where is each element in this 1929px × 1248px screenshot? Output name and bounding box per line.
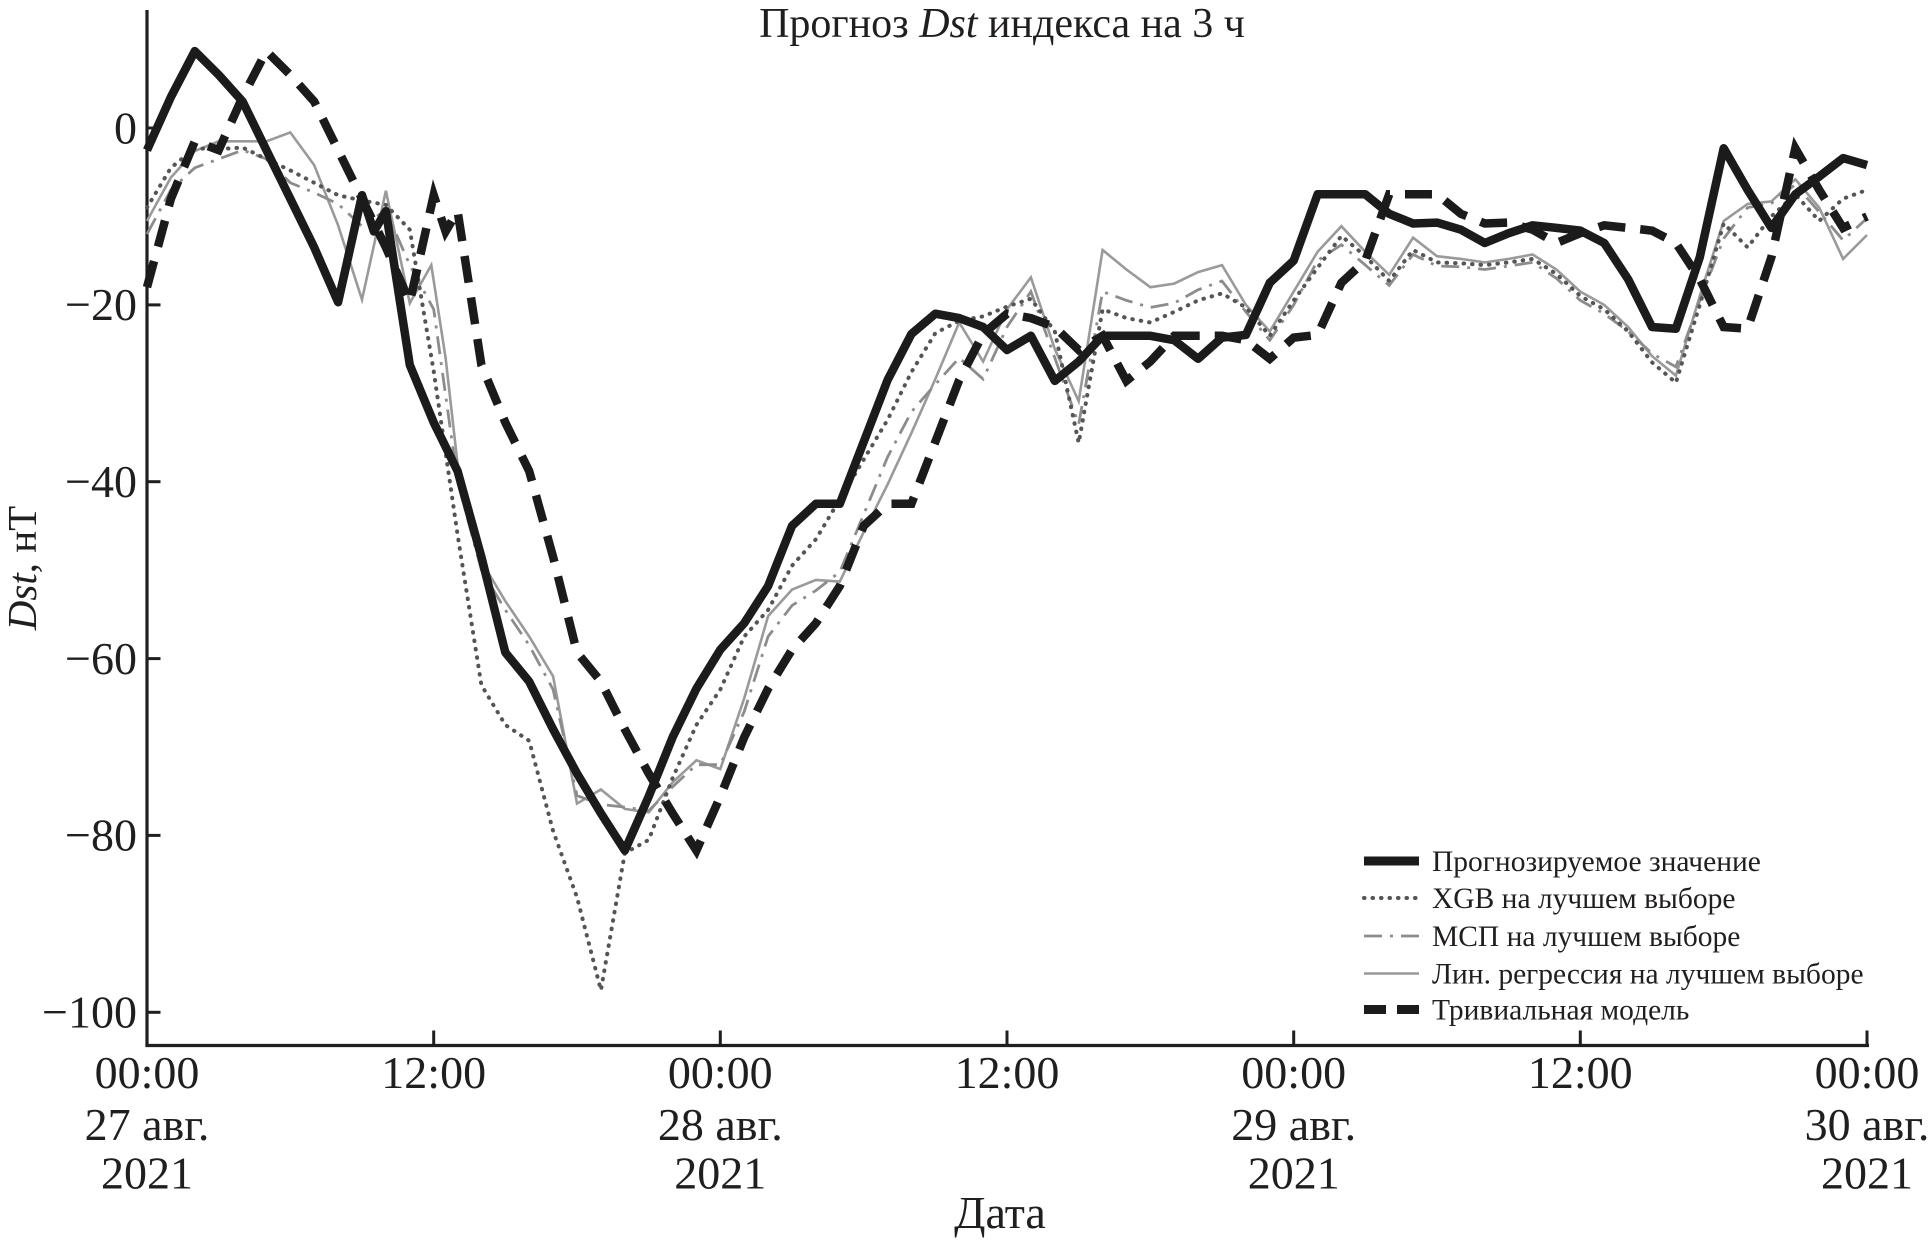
svg-text:28 авг.: 28 авг.: [658, 1099, 783, 1150]
svg-text:2021: 2021: [1248, 1147, 1340, 1198]
svg-text:−20: −20: [65, 279, 137, 330]
svg-text:00:00: 00:00: [668, 1047, 773, 1098]
svg-text:12:00: 12:00: [955, 1047, 1060, 1098]
svg-text:Тривиальная модель: Тривиальная модель: [1432, 995, 1689, 1027]
svg-text:0: 0: [114, 102, 137, 153]
svg-text:2021: 2021: [1821, 1147, 1913, 1198]
svg-text:−40: −40: [65, 456, 137, 507]
svg-text:00:00: 00:00: [95, 1047, 200, 1098]
svg-text:−60: −60: [65, 633, 137, 684]
svg-text:30 авг.: 30 авг.: [1805, 1099, 1929, 1150]
svg-text:2021: 2021: [101, 1147, 193, 1198]
svg-text:МСП на лучшем выборе: МСП на лучшем выборе: [1432, 921, 1740, 953]
svg-text:Прогнозируемое значение: Прогнозируемое значение: [1432, 846, 1761, 878]
svg-text:2021: 2021: [674, 1147, 766, 1198]
svg-text:00:00: 00:00: [1815, 1047, 1920, 1098]
svg-text:29 авг.: 29 авг.: [1231, 1099, 1356, 1150]
svg-text:−80: −80: [65, 810, 137, 861]
svg-text:−100: −100: [42, 987, 137, 1038]
svg-text:Dst, нТ: Dst, нТ: [0, 506, 45, 631]
svg-text:27 авг.: 27 авг.: [85, 1099, 210, 1150]
svg-text:12:00: 12:00: [381, 1047, 486, 1098]
svg-text:Лин. регрессия на лучшем выбор: Лин. регрессия на лучшем выборе: [1432, 959, 1864, 991]
svg-text:00:00: 00:00: [1241, 1047, 1346, 1098]
svg-text:Дата: Дата: [954, 1187, 1046, 1238]
svg-text:XGB на лучшем выборе: XGB на лучшем выборе: [1432, 883, 1735, 915]
svg-text:12:00: 12:00: [1528, 1047, 1633, 1098]
svg-text:Прогноз Dst индекса на 3 ч: Прогноз Dst индекса на 3 ч: [759, 1, 1245, 47]
